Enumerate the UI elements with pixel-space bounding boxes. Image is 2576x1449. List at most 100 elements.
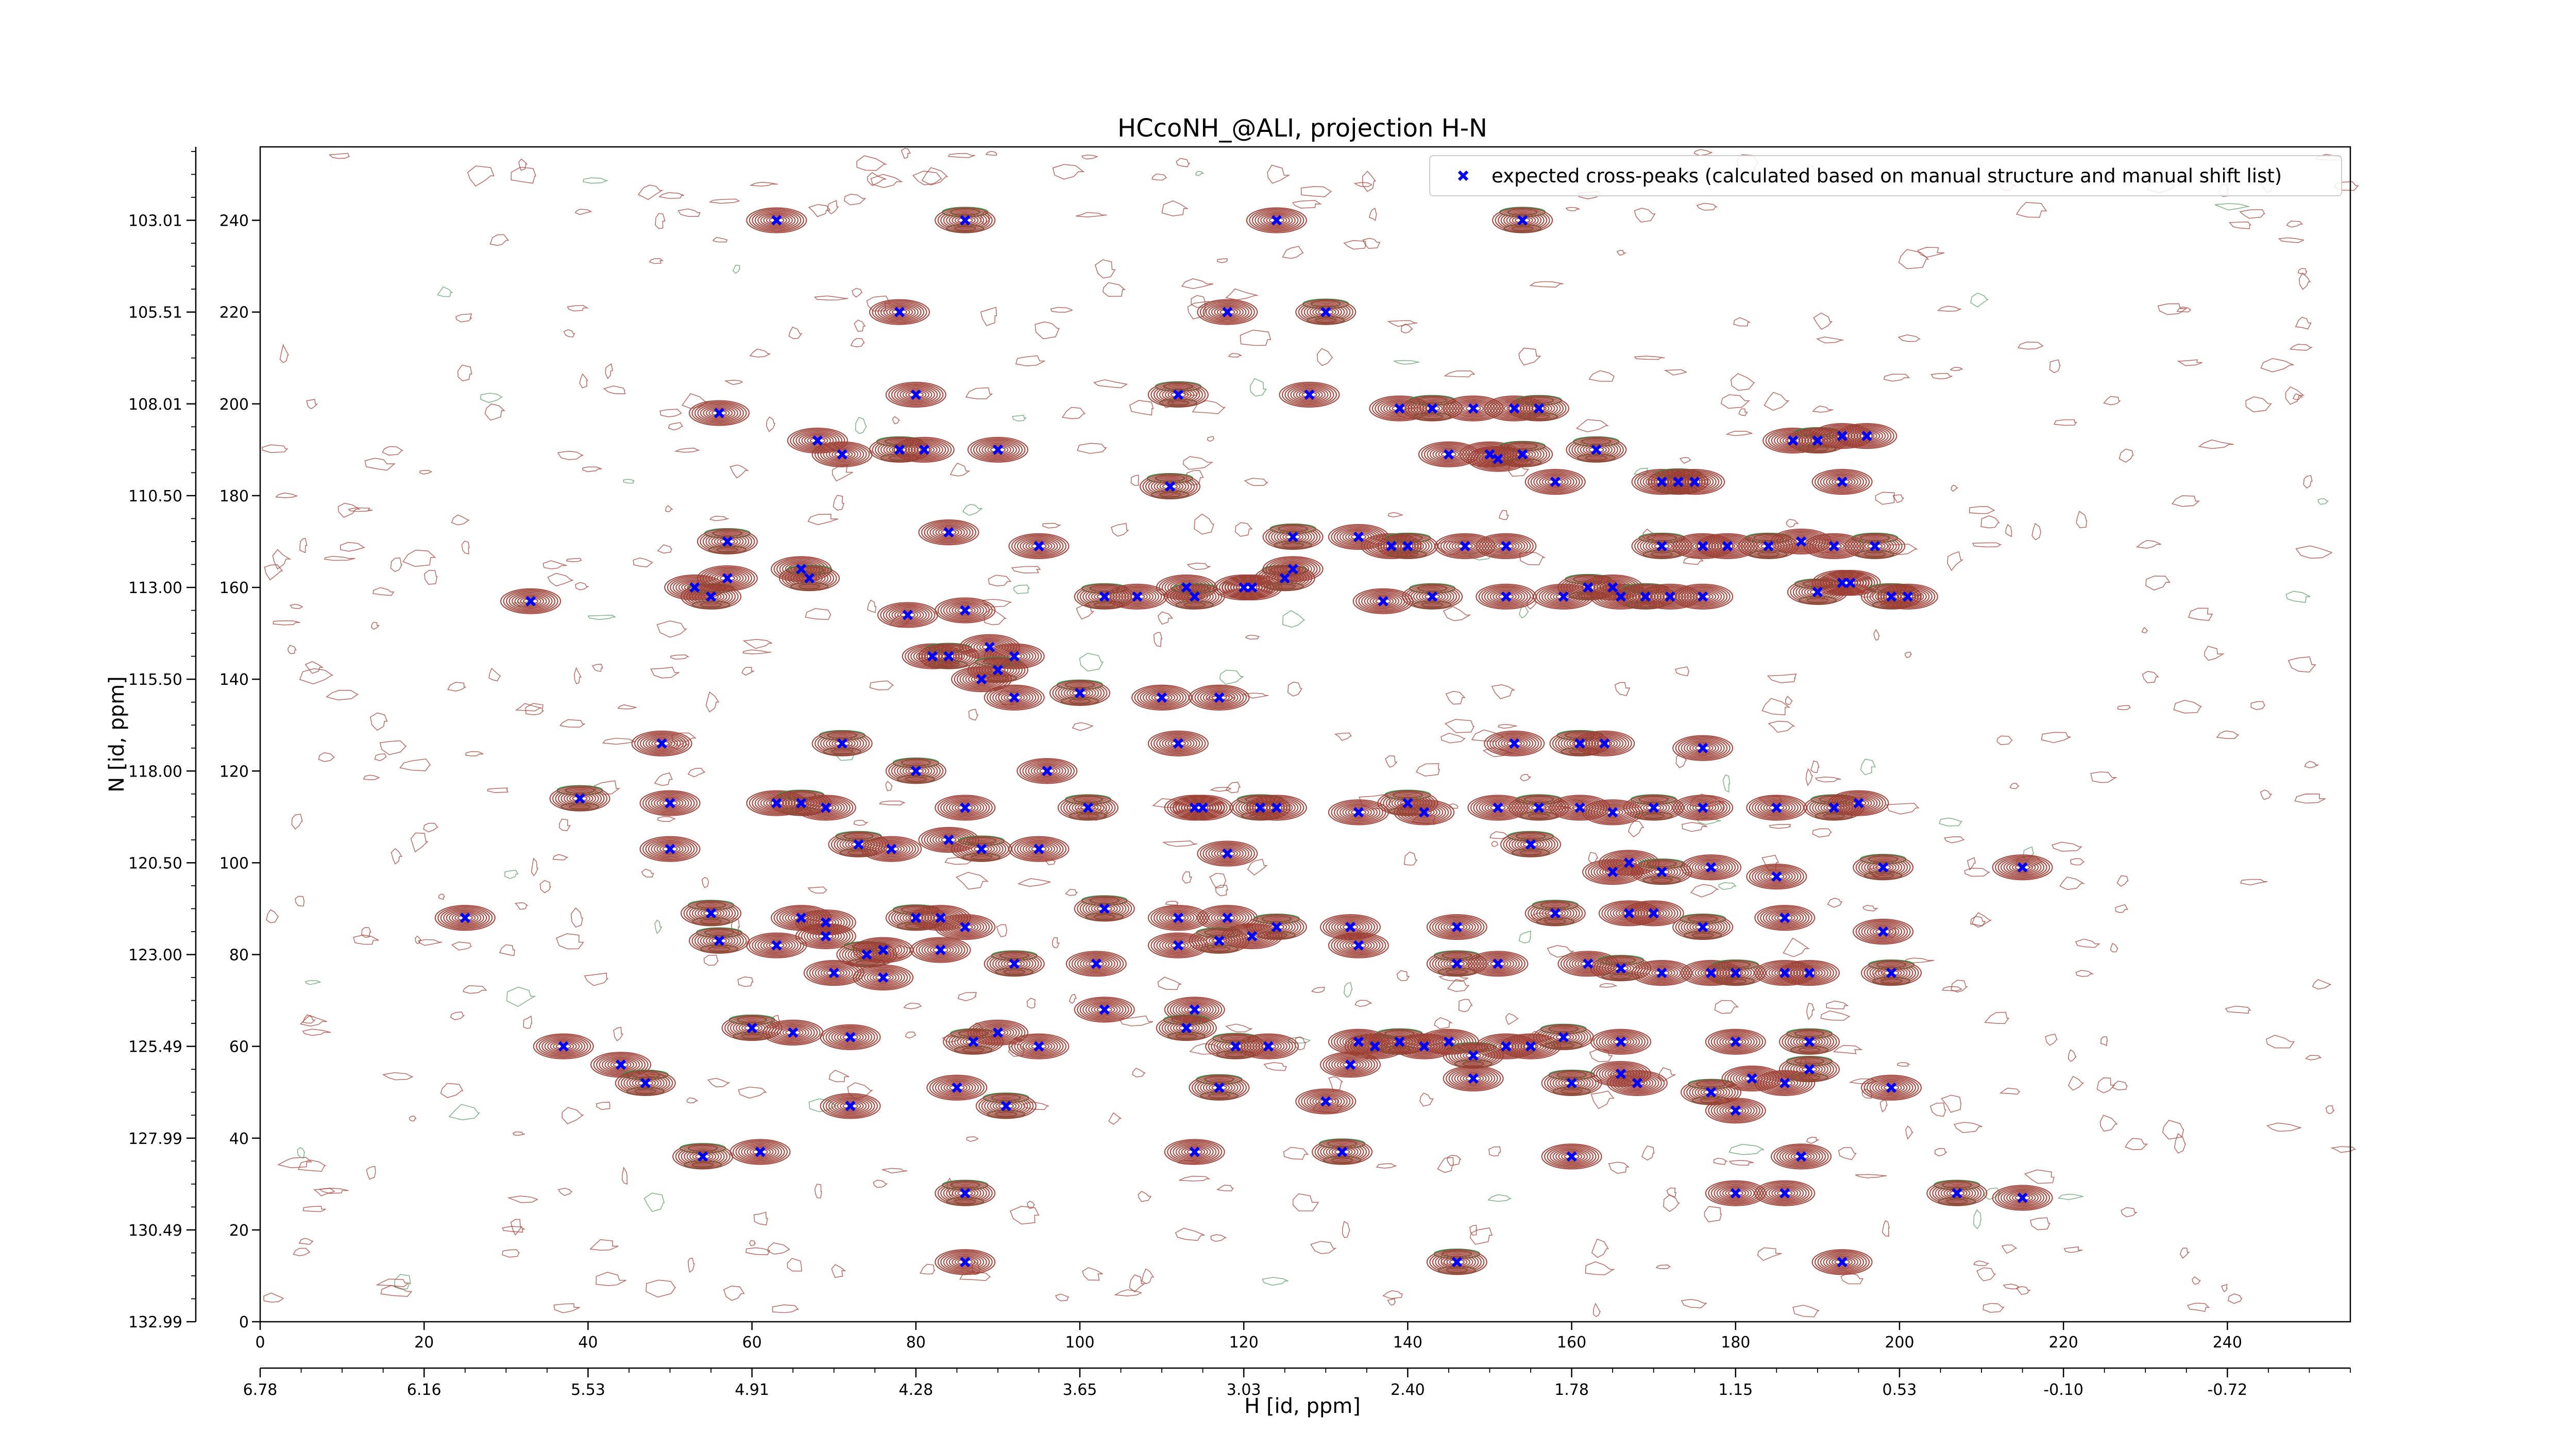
noise-contour (723, 1285, 745, 1301)
cross-peak-marker (1771, 802, 1782, 813)
positive-contour (536, 1034, 591, 1058)
positive-contour (782, 1028, 804, 1037)
noise-contour (1244, 478, 1269, 486)
noise-contour (1209, 873, 1227, 889)
positive-contour (1001, 692, 1028, 703)
positive-contour (981, 443, 1014, 457)
positive-contour (1006, 961, 1022, 967)
left-ppm-tick-label: 108.01 (128, 396, 182, 414)
positive-contour (1249, 208, 1304, 232)
positive-contour (1782, 1148, 1821, 1165)
positive-contour (1470, 796, 1526, 820)
positive-contour (1828, 790, 1889, 816)
noise-contour (567, 305, 589, 312)
positive-contour (1153, 935, 1203, 956)
positive-contour (1443, 536, 1487, 555)
positive-contour (954, 922, 976, 932)
positive-contour (778, 565, 840, 592)
noise-contour (1388, 512, 1403, 518)
positive-contour (1336, 921, 1364, 933)
peak-contour-group (926, 1074, 988, 1101)
positive-contour (1662, 593, 1678, 600)
positive-contour (449, 911, 482, 925)
positive-contour (941, 836, 957, 843)
peak-contour-group (730, 1139, 791, 1165)
positive-contour (1834, 479, 1850, 485)
positive-contour (1282, 565, 1304, 574)
positive-contour (1580, 584, 1596, 591)
positive-contour (1265, 525, 1321, 549)
peak-contour-group (746, 932, 807, 958)
positive-contour (1714, 964, 1758, 983)
cross-peak-marker (1042, 766, 1053, 777)
peak-contour-group (746, 207, 807, 233)
positive-contour (912, 906, 969, 930)
positive-contour (1167, 739, 1189, 748)
noise-contour (950, 462, 971, 477)
y-index-tick-label: 140 (219, 671, 249, 689)
noise-contour (2054, 419, 2077, 426)
noise-contour (512, 1131, 525, 1136)
cross-peak-marker (1525, 839, 1536, 850)
noise-contour (313, 1188, 335, 1197)
positive-contour (872, 973, 894, 982)
positive-contour (1069, 952, 1124, 976)
positive-contour (851, 841, 867, 848)
positive-contour (807, 436, 828, 445)
positive-contour (1463, 404, 1484, 413)
positive-contour (1776, 1146, 1826, 1167)
positive-contour (1785, 1150, 1818, 1164)
positive-contour (1214, 306, 1241, 318)
noise-contour (463, 985, 487, 994)
plot-frame (259, 146, 2351, 1323)
positive-contour (968, 673, 995, 685)
positive-contour (1564, 1153, 1580, 1160)
noise-contour (957, 992, 977, 1002)
noise-contour (366, 1166, 376, 1180)
positive-contour (1541, 907, 1569, 919)
cross-peak-marker (878, 945, 889, 955)
positive-contour (1500, 211, 1545, 230)
positive-contour (689, 587, 733, 606)
peak-contour-group (984, 684, 1045, 711)
positive-contour (1164, 389, 1192, 400)
cross-peak-marker (1566, 1151, 1577, 1162)
positive-contour (1159, 909, 1197, 926)
cross-peak-marker (1222, 913, 1233, 923)
positive-contour (1126, 592, 1148, 601)
noise-contour (2294, 793, 2326, 804)
positive-contour (1506, 740, 1522, 747)
positive-contour (711, 410, 727, 416)
positive-contour (623, 1073, 668, 1092)
positive-contour (1604, 589, 1637, 603)
positive-contour (1501, 738, 1528, 749)
positive-contour (918, 827, 979, 853)
noise-contour (853, 819, 869, 826)
peak-contour-group (1508, 395, 1570, 422)
positive-contour (656, 843, 684, 855)
legend-box (1429, 155, 2342, 196)
positive-contour (1404, 396, 1460, 420)
positive-contour (1577, 442, 1616, 458)
cross-peak-marker (902, 610, 913, 620)
peak-contour-group (1492, 207, 1553, 233)
positive-contour (943, 1253, 987, 1272)
positive-contour (1036, 766, 1058, 776)
positive-contour (1762, 1184, 1807, 1203)
x-index-tick-label: 40 (578, 1334, 598, 1352)
noise-contour (1013, 584, 1030, 594)
positive-contour (1173, 1022, 1200, 1034)
cross-peak-marker (1091, 958, 1101, 969)
cross-peak-marker (1255, 802, 1266, 813)
peak-contour-group (853, 964, 914, 991)
positive-contour (705, 569, 750, 588)
noise-contour (1730, 373, 1755, 391)
noise-contour (1675, 666, 1690, 677)
positive-contour (978, 1094, 1034, 1118)
noise-contour (1434, 1017, 1453, 1030)
positive-contour (1605, 809, 1621, 816)
cross-peak-marker (943, 651, 954, 662)
positive-contour (1429, 1250, 1485, 1274)
noise-contour (807, 514, 839, 526)
positive-contour (2006, 861, 2039, 874)
